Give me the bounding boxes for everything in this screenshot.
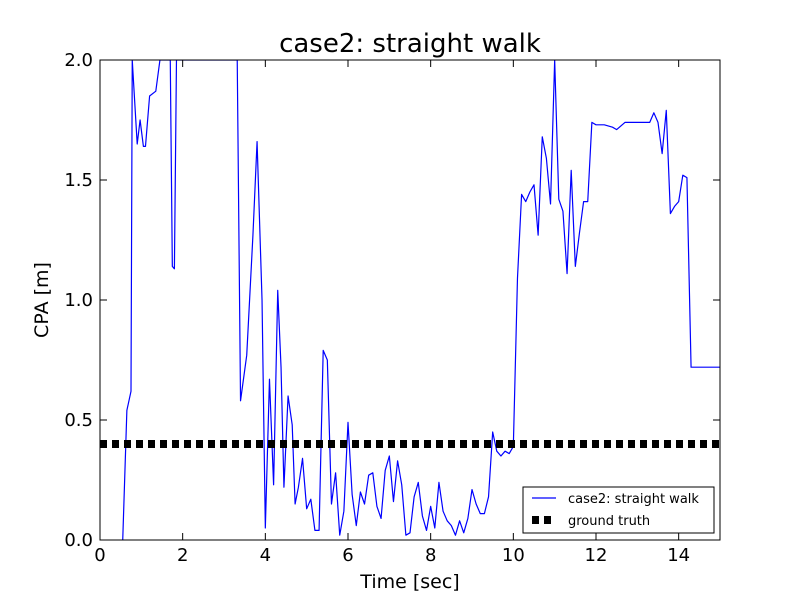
y-tick-label-1: 0.5 bbox=[64, 410, 93, 431]
x-tick-label-5: 10 bbox=[502, 545, 525, 566]
series-line-0 bbox=[122, 60, 720, 540]
x-tick-label-2: 4 bbox=[260, 545, 271, 566]
x-tick-label-7: 14 bbox=[667, 545, 690, 566]
legend: case2: straight walk ground truth bbox=[522, 486, 715, 534]
x-tick-label-6: 12 bbox=[585, 545, 608, 566]
y-axis-label: CPA [m] bbox=[31, 262, 53, 338]
plot-area: 0 2 4 6 8 10 12 14 0.0 0.5 1.0 1.5 2.0 bbox=[64, 50, 721, 566]
legend-label-1: ground truth bbox=[568, 514, 650, 529]
x-axis-label: Time [sec] bbox=[359, 571, 459, 593]
chart-title: case2: straight walk bbox=[279, 29, 541, 59]
y-tick-label-3: 1.5 bbox=[64, 170, 93, 191]
x-tick-label-4: 8 bbox=[425, 545, 436, 566]
x-tick-label-1: 2 bbox=[177, 545, 188, 566]
x-tick-label-3: 6 bbox=[342, 545, 353, 566]
y-tick-label-0: 0.0 bbox=[64, 530, 93, 551]
legend-label-0: case2: straight walk bbox=[568, 492, 699, 507]
legend-box bbox=[522, 486, 715, 534]
x-tick-label-0: 0 bbox=[94, 545, 105, 566]
y-tick-label-4: 2.0 bbox=[64, 50, 93, 71]
y-tick-label-2: 1.0 bbox=[64, 290, 93, 311]
